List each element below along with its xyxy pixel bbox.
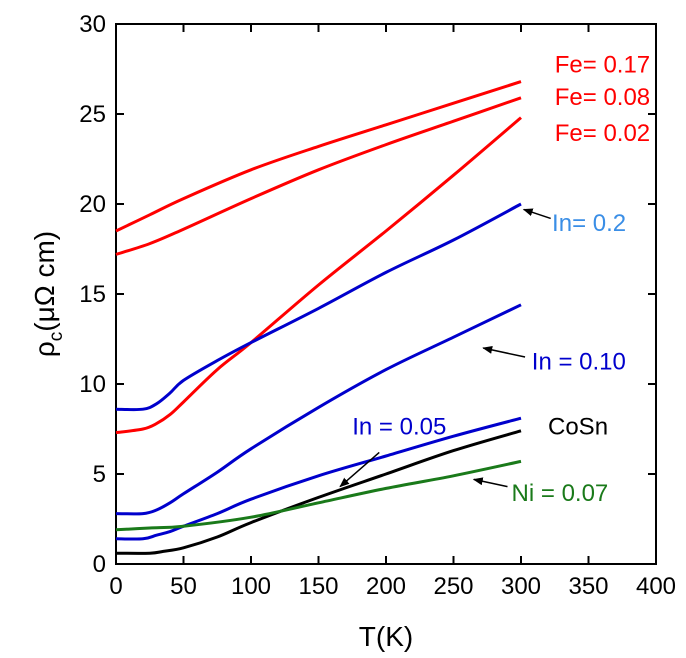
series-label: In= 0.2: [552, 210, 626, 237]
y-tick-label: 0: [93, 551, 106, 578]
annotation-arrow: [472, 477, 508, 488]
y-tick-label: 25: [79, 101, 106, 128]
series-label: Fe= 0.17: [555, 52, 650, 79]
y-tick-label: 15: [79, 281, 106, 308]
y-axis-title: ρc(μΩ cm): [29, 231, 67, 357]
x-tick-label: 100: [231, 573, 271, 600]
series-label: In = 0.05: [352, 413, 446, 440]
series-label: Fe= 0.08: [555, 84, 650, 111]
series-line-in-0-10: [115, 303, 522, 516]
series-line-fe-0-17: [115, 80, 522, 233]
annotation-arrow: [522, 208, 551, 220]
x-tick-label: 350: [568, 573, 608, 600]
x-tick-label: 250: [433, 573, 473, 600]
x-axis-title: T(K): [359, 621, 413, 652]
x-tick-label: 50: [170, 573, 197, 600]
arrow-layer: [339, 208, 551, 488]
axis-ticks: 0 50 100 150 200 250 300 350 400 0 5 10 15 20 25 30: [79, 11, 676, 600]
x-tick-label: 200: [366, 573, 406, 600]
y-tick-label: 10: [79, 371, 106, 398]
series-line-in-0-05: [115, 416, 522, 541]
series-label: Ni = 0.07: [512, 480, 609, 507]
series-line-in-0-2: [115, 202, 522, 412]
x-tick-label: 0: [109, 573, 122, 600]
y-axis-title-symbol: ρ: [29, 341, 60, 357]
annotation-arrow: [339, 451, 380, 488]
y-axis-title-units: (μΩ cm): [29, 231, 60, 332]
y-axis-title-subscript: c: [46, 332, 67, 342]
series-label: In = 0.10: [532, 349, 626, 376]
y-tick-label: 20: [79, 191, 106, 218]
series-line-ni-0-07: [115, 459, 522, 532]
series-label: CoSn: [548, 413, 608, 440]
x-tick-label: 400: [636, 573, 676, 600]
x-tick-label: 300: [501, 573, 541, 600]
series-label: Fe= 0.02: [555, 120, 650, 147]
series-line-cosn: [115, 429, 522, 555]
y-tick-label: 5: [93, 461, 106, 488]
series-layer: [115, 80, 522, 555]
series-line-fe-0-02: [115, 116, 522, 435]
annotation-arrow: [482, 345, 526, 358]
label-layer: Fe= 0.17 Fe= 0.08 Fe= 0.02 In= 0.2 In = 0.10…: [352, 52, 650, 507]
series-line-fe-0-08: [115, 96, 522, 256]
y-tick-label: 30: [79, 11, 106, 38]
x-tick-label: 150: [298, 573, 338, 600]
